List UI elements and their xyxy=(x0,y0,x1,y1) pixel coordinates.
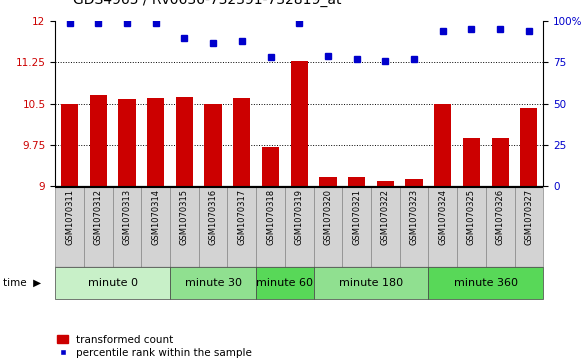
Text: GSM1070317: GSM1070317 xyxy=(237,189,246,245)
Bar xyxy=(61,104,78,186)
Text: minute 360: minute 360 xyxy=(454,278,518,288)
Bar xyxy=(141,187,170,267)
Text: GSM1070311: GSM1070311 xyxy=(65,189,74,245)
Bar xyxy=(84,187,113,267)
Text: GSM1070325: GSM1070325 xyxy=(467,189,476,245)
Text: minute 0: minute 0 xyxy=(88,278,138,288)
Bar xyxy=(285,187,314,267)
Bar xyxy=(89,95,107,186)
Text: GSM1070314: GSM1070314 xyxy=(151,189,160,245)
Bar xyxy=(371,187,400,267)
Bar xyxy=(342,187,371,267)
Text: GSM1070324: GSM1070324 xyxy=(438,189,447,245)
Bar xyxy=(119,99,135,186)
Bar xyxy=(113,187,141,267)
Text: GSM1070327: GSM1070327 xyxy=(525,189,533,245)
Bar xyxy=(199,187,227,267)
Text: GSM1070312: GSM1070312 xyxy=(94,189,103,245)
Text: GSM1070318: GSM1070318 xyxy=(266,189,275,245)
Bar xyxy=(376,181,394,186)
Bar xyxy=(314,267,428,299)
Text: minute 180: minute 180 xyxy=(339,278,403,288)
Bar xyxy=(486,187,515,267)
Bar xyxy=(400,187,428,267)
Bar xyxy=(406,179,422,186)
Bar xyxy=(434,104,451,186)
Text: GSM1070316: GSM1070316 xyxy=(209,189,218,245)
Bar xyxy=(492,138,509,186)
Text: minute 30: minute 30 xyxy=(185,278,242,288)
Bar xyxy=(515,187,543,267)
Text: GSM1070326: GSM1070326 xyxy=(496,189,505,245)
Bar xyxy=(227,187,256,267)
Text: GSM1070315: GSM1070315 xyxy=(180,189,189,245)
Bar xyxy=(290,61,308,186)
Text: minute 60: minute 60 xyxy=(256,278,313,288)
Text: GSM1070320: GSM1070320 xyxy=(324,189,332,245)
Bar xyxy=(170,187,199,267)
Text: GSM1070322: GSM1070322 xyxy=(381,189,390,245)
Bar xyxy=(256,187,285,267)
Bar xyxy=(314,187,342,267)
Text: GSM1070313: GSM1070313 xyxy=(123,189,131,245)
Text: GDS4965 / Rv0636-732391-732819_at: GDS4965 / Rv0636-732391-732819_at xyxy=(73,0,341,7)
Bar xyxy=(176,97,193,186)
Bar xyxy=(205,104,222,186)
Bar xyxy=(320,177,336,186)
Bar xyxy=(348,178,365,186)
Bar xyxy=(262,147,279,186)
Bar xyxy=(147,98,164,186)
Bar xyxy=(428,267,543,299)
Bar xyxy=(457,187,486,267)
Bar xyxy=(463,138,480,186)
Bar xyxy=(55,267,170,299)
Text: time  ▶: time ▶ xyxy=(3,278,41,288)
Bar xyxy=(520,108,537,186)
Text: GSM1070321: GSM1070321 xyxy=(352,189,361,245)
Text: GSM1070319: GSM1070319 xyxy=(295,189,304,245)
Legend: transformed count, percentile rank within the sample: transformed count, percentile rank withi… xyxy=(58,335,252,358)
Bar xyxy=(55,187,84,267)
Bar xyxy=(170,267,256,299)
Bar xyxy=(256,267,314,299)
Bar xyxy=(428,187,457,267)
Bar xyxy=(233,98,250,186)
Text: GSM1070323: GSM1070323 xyxy=(410,189,418,245)
